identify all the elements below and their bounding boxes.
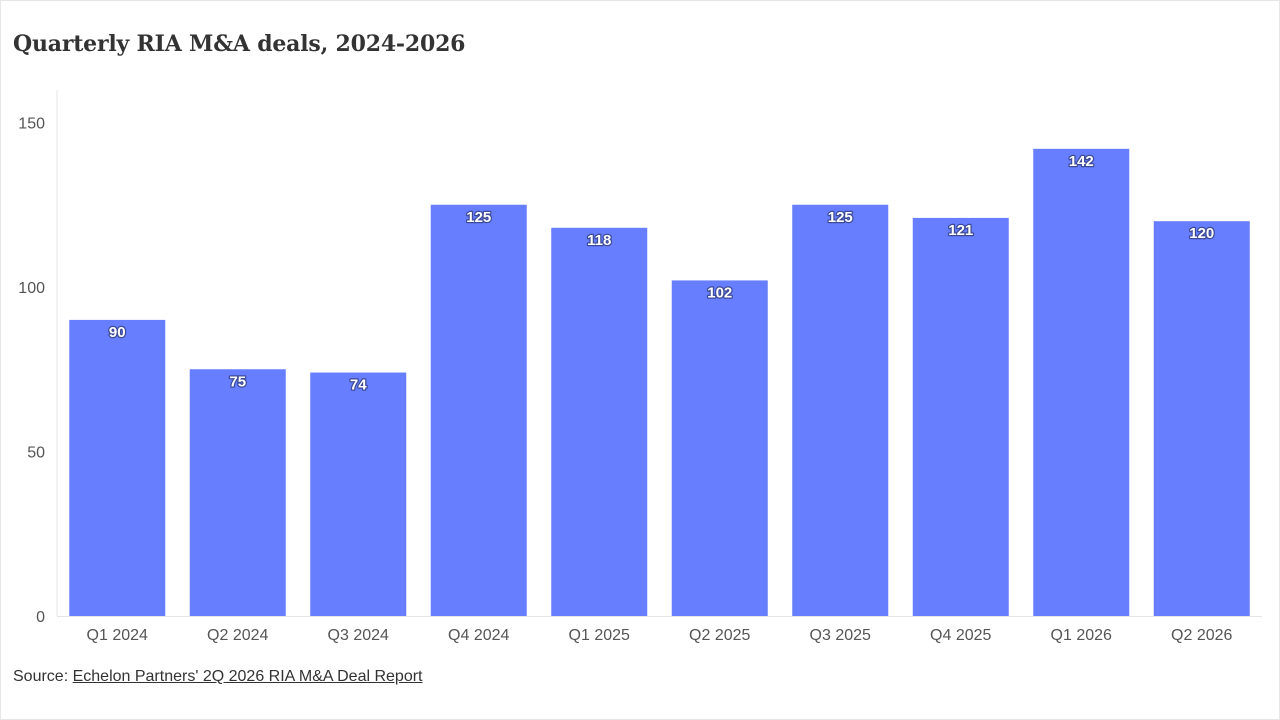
bar <box>1153 221 1250 616</box>
data-label: 118 <box>587 232 611 249</box>
source-note: Source: Echelon Partners' 2Q 2026 RIA M&… <box>13 668 423 686</box>
bar <box>551 227 648 616</box>
x-tick-label: Q1 2024 <box>87 627 148 644</box>
chart-title: Quarterly RIA M&A deals, 2024-2026 <box>13 31 466 57</box>
bar <box>430 204 527 616</box>
y-tick-label: 50 <box>27 445 45 462</box>
bar <box>912 217 1009 616</box>
x-tick-label: Q3 2025 <box>810 627 871 644</box>
data-label: 125 <box>828 209 853 226</box>
bar <box>310 372 407 616</box>
data-label: 121 <box>948 222 973 239</box>
x-tick-label: Q3 2024 <box>328 627 389 644</box>
data-label: 74 <box>350 377 367 394</box>
y-tick-label: 0 <box>36 609 45 626</box>
x-tick-label: Q1 2025 <box>569 627 630 644</box>
x-tick-label: Q1 2026 <box>1051 627 1112 644</box>
data-label: 125 <box>466 209 491 226</box>
source-link[interactable]: Echelon Partners' 2Q 2026 RIA M&A Deal R… <box>72 668 423 685</box>
y-tick-label: 150 <box>18 116 45 133</box>
data-label: 90 <box>109 324 126 341</box>
x-tick-label: Q4 2024 <box>448 627 509 644</box>
bar <box>1033 148 1130 616</box>
x-tick-label: Q2 2025 <box>689 627 750 644</box>
bar <box>671 280 768 616</box>
bar <box>792 204 889 616</box>
x-tick-label: Q4 2025 <box>930 627 991 644</box>
y-tick-label: 100 <box>18 280 45 297</box>
source-prefix: Source: <box>13 668 73 685</box>
data-label: 142 <box>1069 153 1094 170</box>
bar <box>189 369 286 616</box>
data-label: 102 <box>707 284 732 301</box>
x-tick-label: Q2 2024 <box>207 627 268 644</box>
data-label: 120 <box>1189 225 1214 242</box>
data-label: 75 <box>229 373 246 390</box>
bar <box>69 319 166 616</box>
x-tick-label: Q2 2026 <box>1171 627 1232 644</box>
